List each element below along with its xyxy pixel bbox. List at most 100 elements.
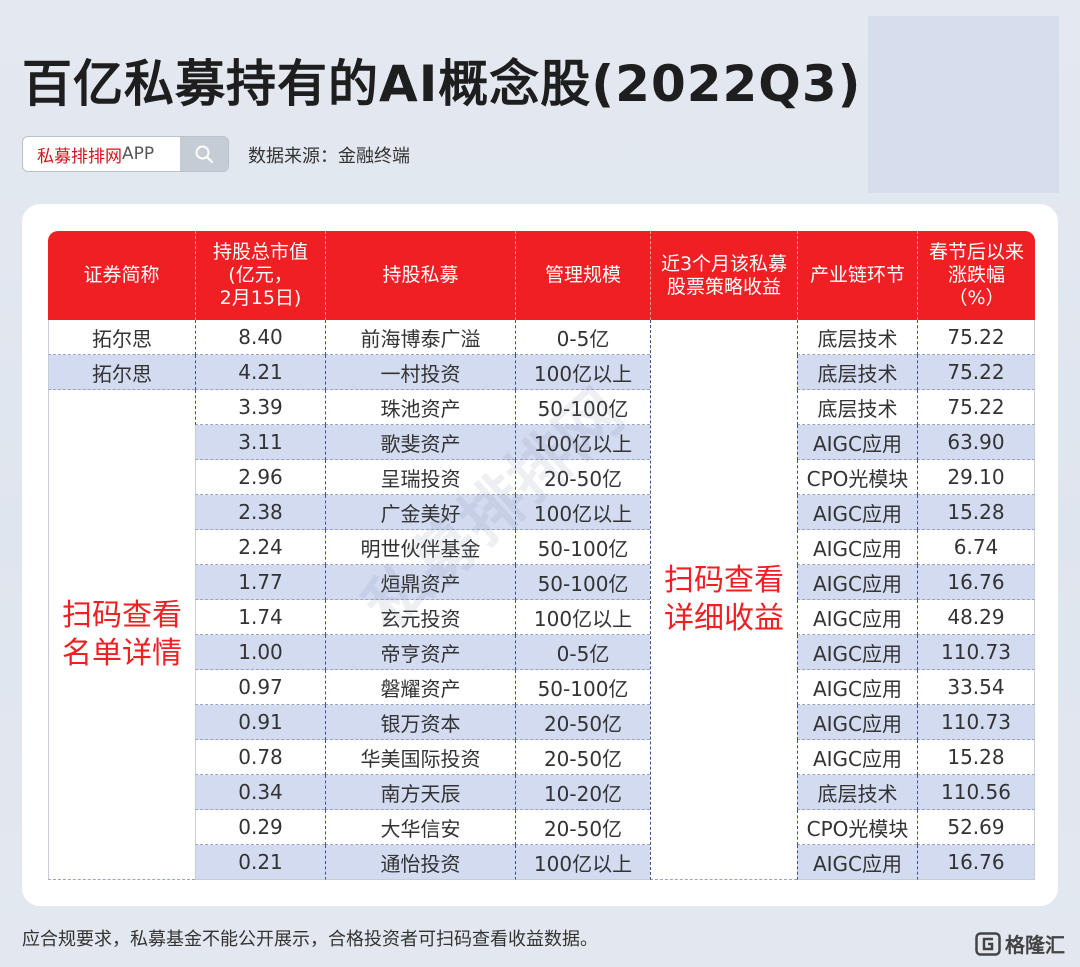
cell-stock: 拓尔思 [48,355,195,390]
header-chain: 产业链环节 [797,231,917,320]
table-row: 0.34 南方天辰 10-20亿 底层技术 110.56 [48,775,1035,810]
table-row: 拓尔思 8.40 前海博泰广溢 0-5亿 扫码查看 详细收益 底层技术 75.22 [48,320,1035,880]
cell-market-value: 3.39 [195,390,325,425]
search-icon [195,145,214,164]
cell-change: 15.28 [917,740,1035,775]
footer-note: 应合规要求，私募基金不能公开展示，合格投资者可扫码查看收益数据。 [22,929,598,950]
table-row: 0.29 大华信安 20-50亿 CPO光模块 52.69 [48,810,1035,845]
search-input[interactable]: 私募排排网 APP [23,137,180,171]
header-fund: 持股私募 [325,231,515,320]
cell-market-value: 3.11 [195,425,325,460]
data-source: 数据来源：金融终端 [248,146,410,167]
cell-fund: 歌斐资产 [325,425,515,460]
cell-change: 75.22 [917,390,1035,425]
cell-fund: 玄元投资 [325,600,515,635]
cell-chain: AIGC应用 [797,705,917,740]
table-row: 2.96 呈瑞投资 20-50亿 CPO光模块 29.10 [48,460,1035,495]
table-row: 0.97 磐耀资产 50-100亿 AIGC应用 33.54 [48,670,1035,705]
cell-scale: 20-50亿 [515,460,650,495]
cell-fund: 珠池资产 [325,390,515,425]
cell-scale: 50-100亿 [515,530,650,565]
cell-market-value: 8.40 [195,320,325,355]
cell-scale: 0-5亿 [515,320,650,355]
cell-chain: AIGC应用 [797,495,917,530]
cell-fund: 银万资本 [325,705,515,740]
cell-fund: 华美国际投资 [325,740,515,775]
table-header-row: 证券简称 持股总市值 (亿元， 2月15日) 持股私募 管理规模 近3个月该私募… [48,231,1035,320]
table-row: 2.24 明世伙伴基金 50-100亿 AIGC应用 6.74 [48,530,1035,565]
cell-market-value: 0.78 [195,740,325,775]
cell-scale: 20-50亿 [515,740,650,775]
logo-text: 格隆汇 [1005,933,1065,957]
header-market-value-line3: 2月15日) [219,287,302,309]
header-market-value-line1: 持股总市值 [212,241,308,263]
header-market-value-line2: (亿元， [228,264,293,286]
cell-chain: 底层技术 [797,775,917,810]
search-brand-text: 私募排排网 [37,146,122,167]
cell-market-value: 0.91 [195,705,325,740]
cell-scale: 100亿以上 [515,600,650,635]
cell-fund: 磐耀资产 [325,670,515,705]
cell-chain: AIGC应用 [797,530,917,565]
header-return-line1: 近3个月该私募 [660,252,788,275]
cell-change: 16.76 [917,565,1035,600]
cell-change: 110.56 [917,775,1035,810]
cell-scale: 20-50亿 [515,705,650,740]
cell-scale: 10-20亿 [515,775,650,810]
search-box[interactable]: 私募排排网 APP [22,136,229,172]
cell-fund: 前海博泰广溢 [325,320,515,355]
table-row: 1.00 帝亨资产 0-5亿 AIGC应用 110.73 [48,635,1035,670]
cell-chain: AIGC应用 [797,670,917,705]
brand-logo: 格隆汇 [975,929,1065,958]
cell-market-value: 0.34 [195,775,325,810]
cell-scale: 20-50亿 [515,810,650,845]
cell-chain: AIGC应用 [797,635,917,670]
cell-fund: 广金美好 [325,495,515,530]
cell-stock: 拓尔思 [48,320,195,355]
cell-fund: 烜鼎资产 [325,565,515,600]
cell-fund: 大华信安 [325,810,515,845]
cell-stock-merged: 扫码查看 名单详情 [48,390,195,880]
cell-scale: 100亿以上 [515,845,650,880]
cell-scale: 0-5亿 [515,635,650,670]
header-change-line1: 春节后以来 [928,241,1024,263]
cell-market-value: 1.77 [195,565,325,600]
table-row: 扫码查看 名单详情 3.39 珠池资产 50-100亿 底层技术 75.22 [48,390,1035,880]
table-row: 3.11 歌斐资产 100亿以上 AIGC应用 63.90 [48,425,1035,460]
cell-scale: 50-100亿 [515,390,650,425]
cell-fund: 通怡投资 [325,845,515,880]
cell-chain: 底层技术 [797,320,917,355]
cell-market-value: 1.74 [195,600,325,635]
cell-fund: 南方天辰 [325,775,515,810]
corner-decoration [868,16,1059,193]
table-row: 0.21 通怡投资 100亿以上 AIGC应用 16.76 [48,845,1035,880]
search-button[interactable] [180,137,228,171]
header-market-value: 持股总市值 (亿元， 2月15日) [195,231,325,320]
header-stock: 证券简称 [48,231,195,320]
cell-change: 29.10 [917,460,1035,495]
cell-chain: AIGC应用 [797,740,917,775]
page-title: 百亿私募持有的AI概念股(2022Q3) [22,55,862,113]
cell-chain: AIGC应用 [797,425,917,460]
cell-market-value: 0.21 [195,845,325,880]
header-change-line2: 涨跌幅 [947,264,1005,286]
cell-fund: 帝亨资产 [325,635,515,670]
cell-change: 48.29 [917,600,1035,635]
cell-chain: 底层技术 [797,355,917,390]
table-row: 0.78 华美国际投资 20-50亿 AIGC应用 15.28 [48,740,1035,775]
cell-scale: 100亿以上 [515,495,650,530]
cell-change: 33.54 [917,670,1035,705]
table-row: 拓尔思 4.21 一村投资 100亿以上 底层技术 75.22 [48,355,1035,390]
cell-market-value: 1.00 [195,635,325,670]
cell-change: 75.22 [917,320,1035,355]
cell-change: 16.76 [917,845,1035,880]
cell-market-value: 0.97 [195,670,325,705]
cell-market-value: 0.29 [195,810,325,845]
cell-fund: 明世伙伴基金 [325,530,515,565]
cell-market-value: 4.21 [195,355,325,390]
cell-chain: AIGC应用 [797,600,917,635]
table-row: 0.91 银万资本 20-50亿 AIGC应用 110.73 [48,705,1035,740]
cell-return-merged: 扫码查看 详细收益 [650,320,797,880]
cell-change: 6.74 [917,530,1035,565]
cell-market-value: 2.96 [195,460,325,495]
